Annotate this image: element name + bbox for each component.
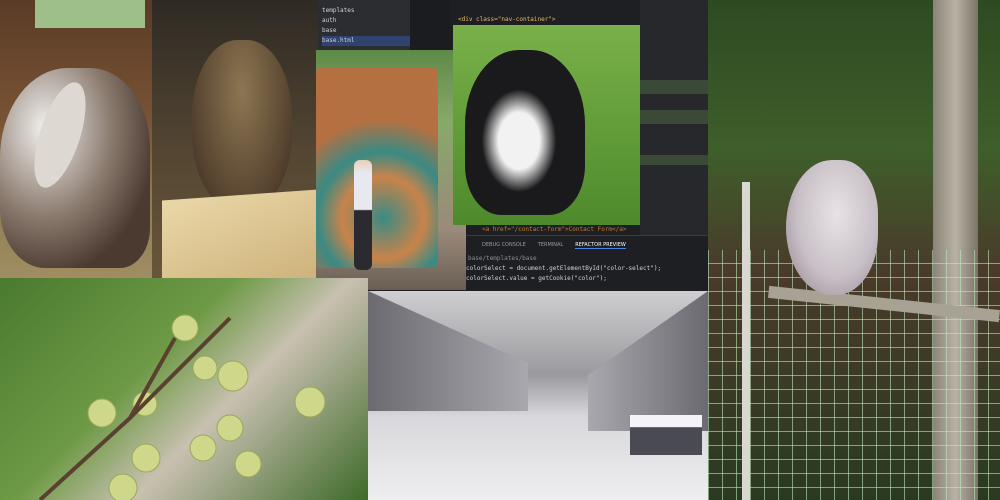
diff-highlight bbox=[640, 155, 710, 165]
explorer-item: base.html bbox=[322, 36, 410, 46]
coop bbox=[630, 415, 702, 455]
diff-highlight bbox=[640, 110, 710, 124]
snowy-trees bbox=[588, 291, 708, 431]
explorer-item: templates bbox=[322, 7, 355, 14]
goat-photo bbox=[0, 0, 152, 278]
window bbox=[35, 0, 145, 28]
peach bbox=[234, 450, 262, 478]
peaches bbox=[38, 314, 326, 500]
peach bbox=[189, 434, 217, 462]
code-line: colorSelect = document.getElementById("c… bbox=[466, 265, 662, 272]
person bbox=[354, 160, 372, 270]
chicken-photo bbox=[708, 0, 1000, 500]
chicken bbox=[786, 160, 878, 295]
branch bbox=[38, 316, 232, 500]
bottom-panel: DEBUG CONSOLE TERMINAL REFACTOR PREVIEW ba… bbox=[466, 235, 710, 296]
snow-photo bbox=[368, 291, 708, 500]
dog-photo bbox=[453, 25, 640, 225]
explorer-item: base bbox=[322, 27, 337, 34]
cat-photo bbox=[152, 0, 318, 308]
peach bbox=[217, 360, 249, 392]
fence bbox=[708, 250, 1000, 500]
panel-tab: TERMINAL bbox=[537, 242, 564, 248]
code-line: <div class="nav-container"> bbox=[458, 16, 556, 23]
right-gutter bbox=[640, 0, 710, 240]
statue-photo bbox=[316, 50, 466, 290]
code-line: <a href="/contact-form">Contact Form</a> bbox=[482, 226, 627, 233]
snowy-trees bbox=[368, 291, 528, 411]
peach bbox=[216, 414, 244, 442]
peach bbox=[171, 314, 199, 342]
post bbox=[742, 182, 750, 500]
panel-tab: REFACTOR PREVIEW bbox=[575, 242, 626, 249]
peach bbox=[108, 473, 138, 500]
dog bbox=[465, 50, 585, 215]
peach bbox=[294, 386, 326, 418]
cat bbox=[192, 40, 292, 210]
panel-path: base/templates/base bbox=[468, 255, 537, 262]
peach bbox=[87, 398, 117, 428]
peach bbox=[131, 443, 161, 473]
sculpture bbox=[316, 68, 438, 268]
panel-tab: DEBUG CONSOLE bbox=[482, 242, 526, 248]
panel-tabs: DEBUG CONSOLE TERMINAL REFACTOR PREVIEW bbox=[466, 236, 710, 249]
explorer-list: templates auth base base.html bbox=[270, 0, 410, 46]
explorer-item: auth bbox=[322, 17, 337, 24]
diff-highlight bbox=[640, 80, 710, 94]
code-line: colorSelect.value = getCookie("color"); bbox=[466, 275, 607, 282]
peach bbox=[192, 355, 218, 381]
peach-tree-photo bbox=[0, 278, 368, 500]
